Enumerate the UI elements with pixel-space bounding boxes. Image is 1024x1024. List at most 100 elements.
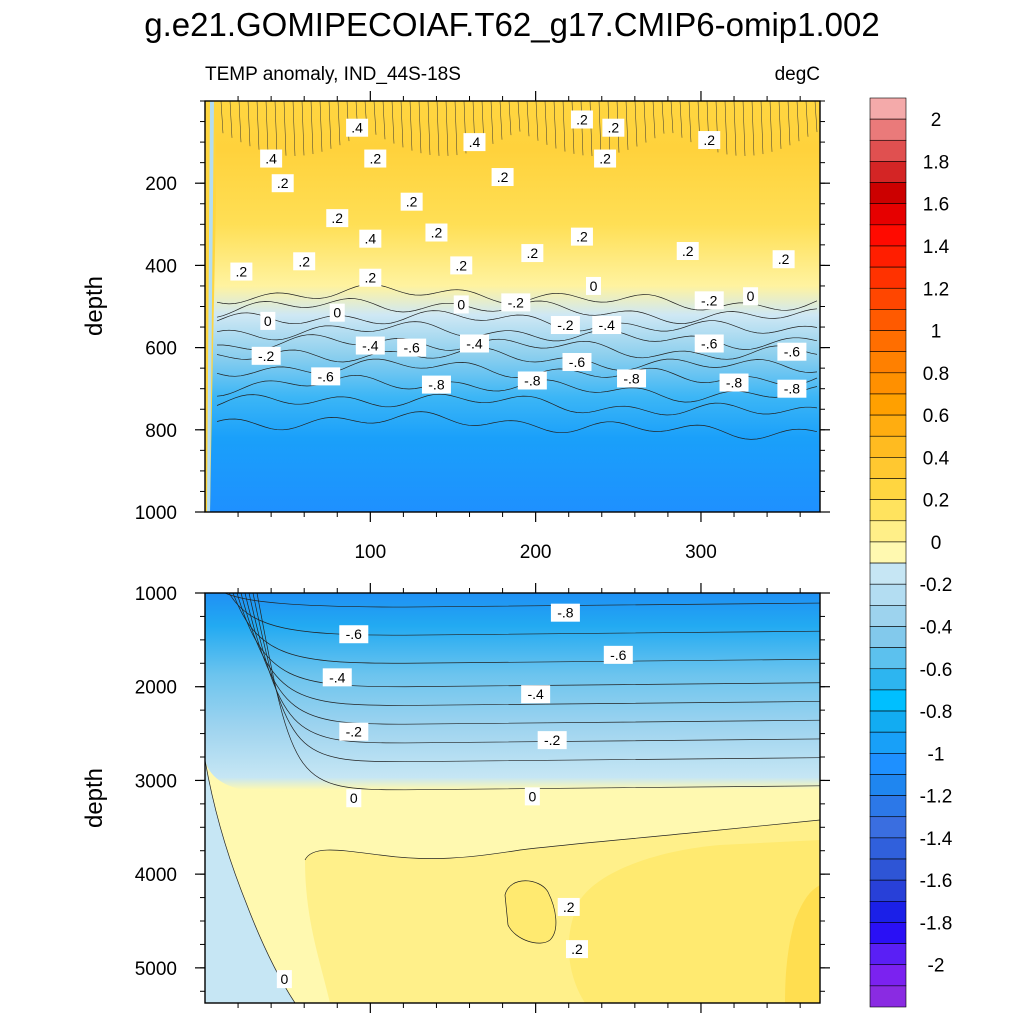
- y-tick-label: 400: [145, 256, 177, 277]
- contour-label-text: -.2: [346, 724, 363, 740]
- y-tick-label: 200: [145, 174, 177, 195]
- contour-label-box: [397, 338, 427, 357]
- contour-line-surface: [733, 101, 737, 156]
- lower-warm-region-east: [568, 840, 820, 1003]
- contour-line-surface: [310, 101, 314, 155]
- contour-label: -.4: [459, 334, 489, 353]
- contour-label-text: .2: [331, 210, 343, 226]
- contour-label-box: [322, 668, 352, 687]
- contour-label: .2: [359, 268, 382, 287]
- contour-label: .2: [230, 262, 253, 281]
- contour-label-text: .2: [497, 169, 509, 185]
- contour-label: -.6: [694, 334, 724, 353]
- contour-label: 0: [743, 287, 759, 306]
- contour-label: -.6: [397, 338, 427, 357]
- contour-label-text: 0: [528, 788, 536, 804]
- contour-line-surface: [661, 101, 665, 134]
- colorbar-bin: [869, 583, 907, 606]
- contour-label-box: [603, 645, 633, 664]
- contour-label-text: -.6: [784, 344, 801, 360]
- contour-label-box: [698, 131, 721, 150]
- contour-line-surface: [400, 101, 404, 148]
- contour-label-text: -.6: [701, 335, 718, 351]
- colorbar-bin: [869, 393, 907, 416]
- colorbar-bin: [869, 541, 907, 564]
- contour-label-text: 0: [457, 296, 465, 312]
- colorbar-bin: [869, 753, 907, 775]
- contour-line-surface: [787, 101, 791, 146]
- colorbar-tick-label: 2: [931, 110, 942, 131]
- contour-label-box: [359, 268, 382, 287]
- contour-label: -.2: [694, 291, 724, 310]
- contour-line: [256, 593, 820, 791]
- contour-line-surface: [238, 101, 242, 143]
- contour-label-box: [676, 242, 699, 261]
- contour-label-box: [271, 174, 294, 193]
- contour-label-text: .4: [351, 120, 363, 136]
- colorbar-tick-label: -0.8: [920, 702, 953, 723]
- colorbar-bin: [869, 435, 907, 458]
- contour-line-surface: [256, 101, 260, 150]
- colorbar-bin: [869, 816, 907, 839]
- colorbar-bin: [869, 97, 907, 120]
- contour-label: -.6: [339, 625, 369, 644]
- contour-label: 0: [276, 970, 292, 989]
- contour-line-surface: [598, 101, 602, 156]
- contour-line-surface: [292, 101, 296, 157]
- contour-label: -.2: [501, 293, 531, 312]
- contour-label-box: [594, 149, 617, 168]
- lower-warm-blob: [505, 880, 556, 944]
- contour-line-surface: [562, 101, 566, 152]
- contour-label: -.2: [339, 722, 369, 741]
- contour-label: -.2: [537, 731, 567, 750]
- colorbar-bin: [869, 985, 907, 1008]
- contour-line-surface: [373, 101, 377, 135]
- contour-label-text: .4: [364, 231, 376, 247]
- contour-line-surface: [499, 101, 503, 140]
- colorbar-bin: [869, 520, 907, 543]
- contour-line-surface: [454, 101, 458, 156]
- contour-label-box: [251, 346, 281, 365]
- contour-line-surface: [670, 101, 674, 134]
- colorbar-bin: [869, 964, 907, 987]
- colorbar-tick-label: 0.2: [923, 491, 949, 512]
- y-tick-label: 5000: [135, 959, 177, 980]
- contour-line-surface: [805, 101, 809, 137]
- contour-label-text: -.2: [557, 317, 574, 333]
- contour-label: -.8: [617, 369, 647, 388]
- contour-label-box: [339, 722, 369, 741]
- contour-label-text: .2: [576, 111, 588, 127]
- contour-label-text: .4: [469, 134, 481, 150]
- contour-line: [232, 593, 820, 664]
- colorbar-bin: [869, 372, 907, 395]
- contour-label: .4: [260, 149, 283, 168]
- upper-left-cool-strip: [207, 101, 214, 512]
- contour-line-surface: [436, 101, 440, 156]
- contour-label-text: .2: [778, 251, 790, 267]
- contour-label: 0: [346, 789, 362, 808]
- contour-label-text: 0: [350, 790, 358, 806]
- contour-line-surface: [535, 101, 539, 141]
- colorbar-bin: [869, 499, 907, 522]
- contour-line-surface: [490, 101, 494, 144]
- contour-label-text: -.2: [544, 732, 561, 748]
- contour-line-surface: [814, 101, 818, 133]
- upper-y-axis-label: depth: [81, 276, 108, 336]
- contour-label: .2: [293, 252, 316, 271]
- contour-label-text: -.8: [784, 381, 801, 397]
- lower-axis-ticks: 1000 2000 3000 4000 5000: [135, 583, 830, 1013]
- contour-line-surface: [769, 101, 773, 152]
- contour-label: .2: [772, 250, 795, 269]
- contour-label: .4: [346, 118, 369, 137]
- contour-line: [504, 880, 557, 944]
- contour-line-surface: [625, 101, 629, 150]
- contour-label: .2: [676, 242, 699, 261]
- contour-label-text: -.2: [508, 294, 525, 310]
- contour-line-surface: [283, 101, 287, 156]
- contour-label: .2: [557, 897, 580, 916]
- contour-label: -.6: [777, 342, 807, 361]
- colorbar-bin: [869, 245, 907, 268]
- contour-label-box: [565, 940, 588, 959]
- contour-label-text: .2: [236, 264, 248, 280]
